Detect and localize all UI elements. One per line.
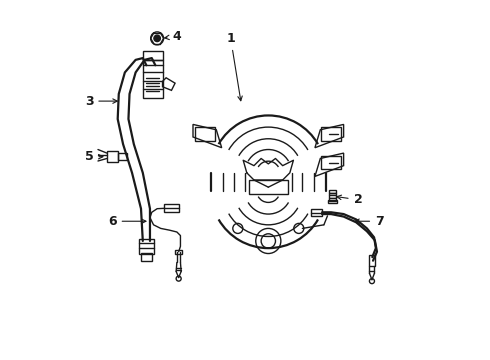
Circle shape [154, 35, 160, 41]
Text: 1: 1 [226, 32, 242, 101]
Bar [368, 255, 375, 266]
Bar [195, 127, 215, 140]
Bar [139, 239, 153, 253]
Text: 7: 7 [355, 215, 384, 228]
Bar [141, 253, 152, 261]
Bar [321, 156, 341, 169]
Bar [175, 250, 182, 253]
Bar [143, 60, 163, 98]
Bar [329, 190, 336, 193]
Bar [107, 151, 118, 162]
Bar [328, 201, 337, 203]
Text: 6: 6 [108, 215, 146, 228]
Bar [143, 51, 163, 60]
Text: 3: 3 [85, 95, 117, 108]
Text: 4: 4 [165, 30, 181, 43]
Bar [248, 180, 288, 194]
Bar [164, 204, 179, 212]
Bar [329, 195, 336, 198]
Bar [329, 193, 336, 195]
Bar [329, 198, 336, 201]
Bar [321, 127, 341, 140]
Bar [118, 153, 126, 160]
Text: 5: 5 [85, 150, 103, 163]
Text: 2: 2 [337, 193, 362, 206]
Bar [311, 210, 322, 216]
